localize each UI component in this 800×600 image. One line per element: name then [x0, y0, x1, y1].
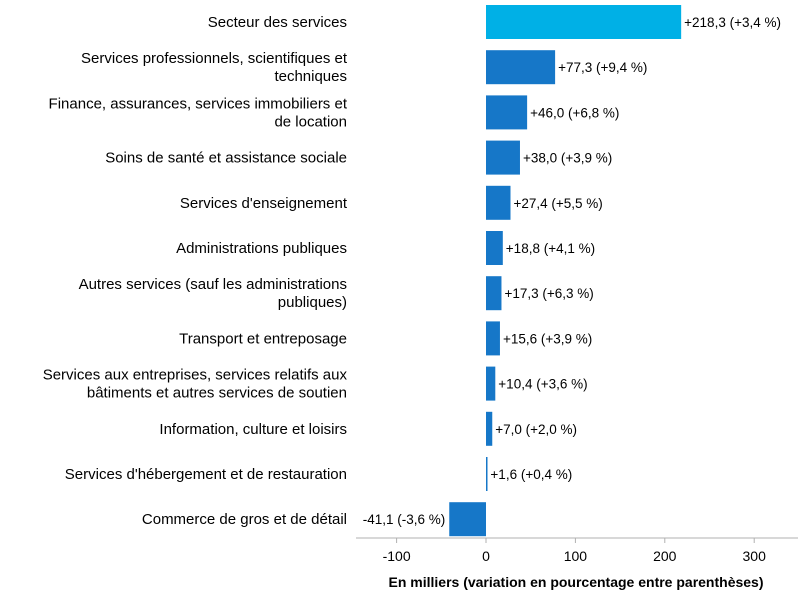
category-label-3: Soins de santé et assistance sociale: [105, 150, 347, 167]
category-label-line: Autres services (sauf les administration…: [79, 276, 347, 293]
category-label-line: Services d'hébergement et de restauratio…: [65, 466, 347, 483]
x-tick-label: 100: [564, 548, 588, 564]
bar-6: [486, 276, 502, 311]
category-label-line: Transport et entreposage: [179, 330, 347, 347]
data-label-8: +10,4 (+3,6 %): [498, 377, 587, 392]
category-label-line: bâtiments et autres services de soutien: [87, 385, 347, 402]
category-label-0: Secteur des services: [208, 14, 347, 31]
data-label-1: +77,3 (+9,4 %): [558, 60, 647, 75]
category-label-9: Information, culture et loisirs: [159, 421, 347, 438]
category-label-line: publiques): [278, 294, 347, 311]
category-label-2: Finance, assurances, services immobilier…: [49, 95, 348, 130]
category-label-line: Secteur des services: [208, 14, 347, 31]
category-label-line: techniques: [274, 68, 347, 85]
data-label-2: +46,0 (+6,8 %): [530, 105, 619, 120]
x-tick-label: 300: [743, 548, 767, 564]
data-label-0: +218,3 (+3,4 %): [684, 15, 781, 30]
data-label-11: -41,1 (-3,6 %): [363, 512, 446, 527]
category-label-7: Transport et entreposage: [179, 330, 347, 347]
data-label-10: +1,6 (+0,4 %): [490, 467, 572, 482]
x-axis-title: En milliers (variation en pourcentage en…: [389, 574, 764, 590]
bar-1: [486, 50, 556, 85]
bar-8: [486, 366, 496, 401]
data-label-4: +27,4 (+5,5 %): [513, 196, 602, 211]
category-label-line: Finance, assurances, services immobilier…: [49, 95, 348, 112]
category-label-6: Autres services (sauf les administration…: [79, 276, 347, 311]
bar-2: [486, 95, 528, 130]
x-tick-label: 200: [653, 548, 677, 564]
category-label-10: Services d'hébergement et de restauratio…: [65, 466, 347, 483]
x-tick-label: -100: [383, 548, 411, 564]
category-label-line: Administrations publiques: [176, 240, 347, 257]
category-label-line: Soins de santé et assistance sociale: [105, 150, 347, 167]
data-label-3: +38,0 (+3,9 %): [523, 151, 612, 166]
data-label-7: +15,6 (+3,9 %): [503, 331, 592, 346]
category-label-line: Services professionnels, scientifiques e…: [81, 50, 348, 67]
bar-7: [486, 321, 500, 356]
data-label-6: +17,3 (+6,3 %): [504, 286, 593, 301]
x-ticks-group: -100 0 100 200 300: [383, 538, 767, 564]
data-labels-group: +218,3 (+3,4 %) +77,3 (+9,4 %) +46,0 (+6,8…: [363, 15, 781, 527]
bar-9: [486, 411, 493, 446]
bar-11: [449, 502, 486, 537]
category-label-11: Commerce de gros et de détail: [142, 511, 347, 528]
category-label-8: Services aux entreprises, services relat…: [43, 367, 348, 402]
category-label-line: de location: [274, 113, 347, 130]
x-tick-label: 0: [482, 548, 490, 564]
bar-0: [486, 5, 682, 39]
bar-3: [486, 140, 520, 175]
category-label-line: Services aux entreprises, services relat…: [43, 367, 348, 384]
bar-4: [486, 185, 511, 220]
category-label-line: Commerce de gros et de détail: [142, 511, 347, 528]
data-label-9: +7,0 (+2,0 %): [495, 422, 577, 437]
bar-5: [486, 231, 503, 265]
category-label-4: Services d'enseignement: [180, 195, 348, 212]
category-labels-group: Secteur des services Services professionn…: [43, 14, 348, 528]
category-label-line: Information, culture et loisirs: [159, 421, 347, 438]
category-label-line: Services d'enseignement: [180, 195, 348, 212]
category-label-1: Services professionnels, scientifiques e…: [81, 50, 348, 85]
bar-10: [486, 457, 488, 491]
category-label-5: Administrations publiques: [176, 240, 347, 257]
data-label-5: +18,8 (+4,1 %): [506, 241, 595, 256]
bars-group: [449, 5, 682, 537]
